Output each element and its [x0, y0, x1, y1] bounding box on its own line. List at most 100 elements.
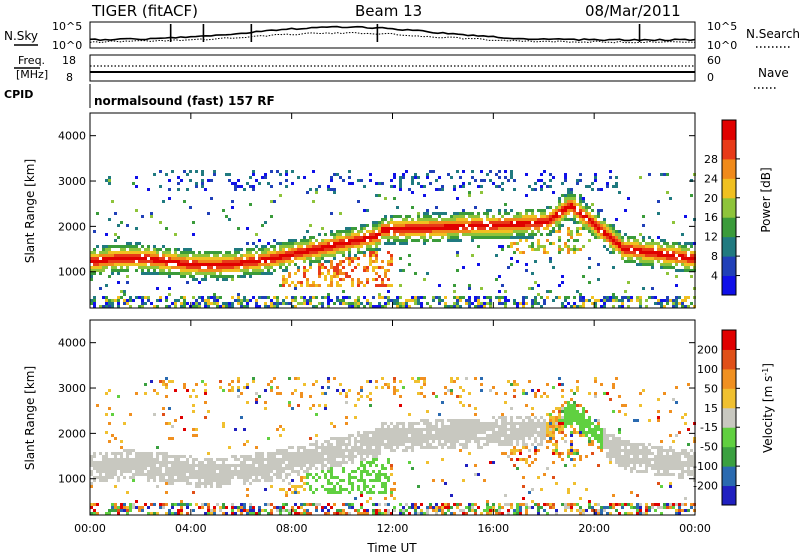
- velocity-cell: [147, 506, 150, 509]
- power-cell: [315, 257, 318, 260]
- power-cell: [489, 179, 492, 182]
- velocity-cell: [204, 479, 207, 482]
- velocity-cell: [570, 458, 573, 461]
- power-cell: [681, 257, 684, 260]
- velocity-cell: [318, 503, 321, 506]
- velocity-cell: [561, 404, 564, 407]
- power-cell: [414, 224, 417, 227]
- power-cell: [603, 224, 606, 227]
- power-cell: [93, 230, 96, 233]
- velocity-cell: [510, 428, 513, 431]
- power-cell: [438, 188, 441, 191]
- velocity-cell: [459, 395, 462, 398]
- power-cell: [453, 212, 456, 215]
- power-cell: [225, 263, 228, 266]
- power-cell: [309, 257, 312, 260]
- power-cell: [609, 242, 612, 245]
- power-cell: [393, 215, 396, 218]
- velocity-cell: [465, 425, 468, 428]
- velocity-cell: [504, 437, 507, 440]
- velocity-cell: [405, 503, 408, 506]
- velocity-cell: [504, 428, 507, 431]
- power-cell: [183, 272, 186, 275]
- power-cell: [387, 230, 390, 233]
- power-cell: [642, 260, 645, 263]
- power-cell: [621, 257, 624, 260]
- velocity-cell: [372, 443, 375, 446]
- velocity-cell: [540, 443, 543, 446]
- velocity-cell: [102, 461, 105, 464]
- velocity-cell: [354, 455, 357, 458]
- power-cell: [183, 260, 186, 263]
- power-cell: [450, 236, 453, 239]
- power-cell: [390, 260, 393, 263]
- velocity-cell: [228, 464, 231, 467]
- power-cell: [108, 248, 111, 251]
- power-cell: [549, 242, 552, 245]
- power-cell: [594, 221, 597, 224]
- velocity-cell: [522, 434, 525, 437]
- velocity-cell: [519, 428, 522, 431]
- power-cell: [555, 209, 558, 212]
- velocity-cell: [324, 449, 327, 452]
- power-cell: [207, 254, 210, 257]
- power-cell: [273, 260, 276, 263]
- velocity-cell: [396, 443, 399, 446]
- power-cell: [531, 299, 534, 302]
- velocity-cell: [429, 443, 432, 446]
- power-cell: [309, 188, 312, 191]
- velocity-cell: [477, 428, 480, 431]
- velocity-cell: [165, 464, 168, 467]
- velocity-cell: [420, 503, 423, 506]
- power-cell: [450, 227, 453, 230]
- power-cell: [282, 275, 285, 278]
- power-cell: [666, 254, 669, 257]
- velocity-cell: [321, 452, 324, 455]
- velocity-cell: [360, 386, 363, 389]
- velocity-cell: [366, 431, 369, 434]
- velocity-cell: [318, 446, 321, 449]
- power-cell: [222, 278, 225, 281]
- velocity-cell: [171, 506, 174, 509]
- velocity-cell: [213, 476, 216, 479]
- power-cell: [690, 257, 693, 260]
- velocity-cell: [450, 434, 453, 437]
- power-cell: [195, 170, 198, 173]
- power-cell: [633, 251, 636, 254]
- power-cell: [633, 254, 636, 257]
- velocity-cell: [330, 476, 333, 479]
- velocity-cell: [351, 485, 354, 488]
- power-cell: [519, 251, 522, 254]
- power-cell: [384, 233, 387, 236]
- velocity-cell: [462, 425, 465, 428]
- power-cell: [327, 242, 330, 245]
- velocity-cell: [528, 506, 531, 509]
- velocity-cell: [537, 476, 540, 479]
- power-cell: [279, 245, 282, 248]
- velocity-cell: [579, 428, 582, 431]
- velocity-cell: [540, 431, 543, 434]
- power-cell: [630, 260, 633, 263]
- power-cell: [189, 179, 192, 182]
- velocity-cell: [471, 425, 474, 428]
- velocity-cell: [336, 476, 339, 479]
- velocity-cell: [165, 491, 168, 494]
- power-cell: [615, 185, 618, 188]
- power-cell: [192, 260, 195, 263]
- power-cell: [456, 299, 459, 302]
- power-cell: [531, 287, 534, 290]
- velocity-cell: [234, 473, 237, 476]
- velocity-cell: [333, 446, 336, 449]
- velocity-cell: [363, 452, 366, 455]
- velocity-cell: [480, 422, 483, 425]
- velocity-cell: [156, 470, 159, 473]
- power-cell: [516, 230, 519, 233]
- power-cell: [549, 212, 552, 215]
- power-cell: [498, 299, 501, 302]
- velocity-cell: [273, 461, 276, 464]
- power-cell: [126, 269, 129, 272]
- velocity-cell: [561, 437, 564, 440]
- power-cell: [369, 230, 372, 233]
- velocity-cell: [564, 506, 567, 509]
